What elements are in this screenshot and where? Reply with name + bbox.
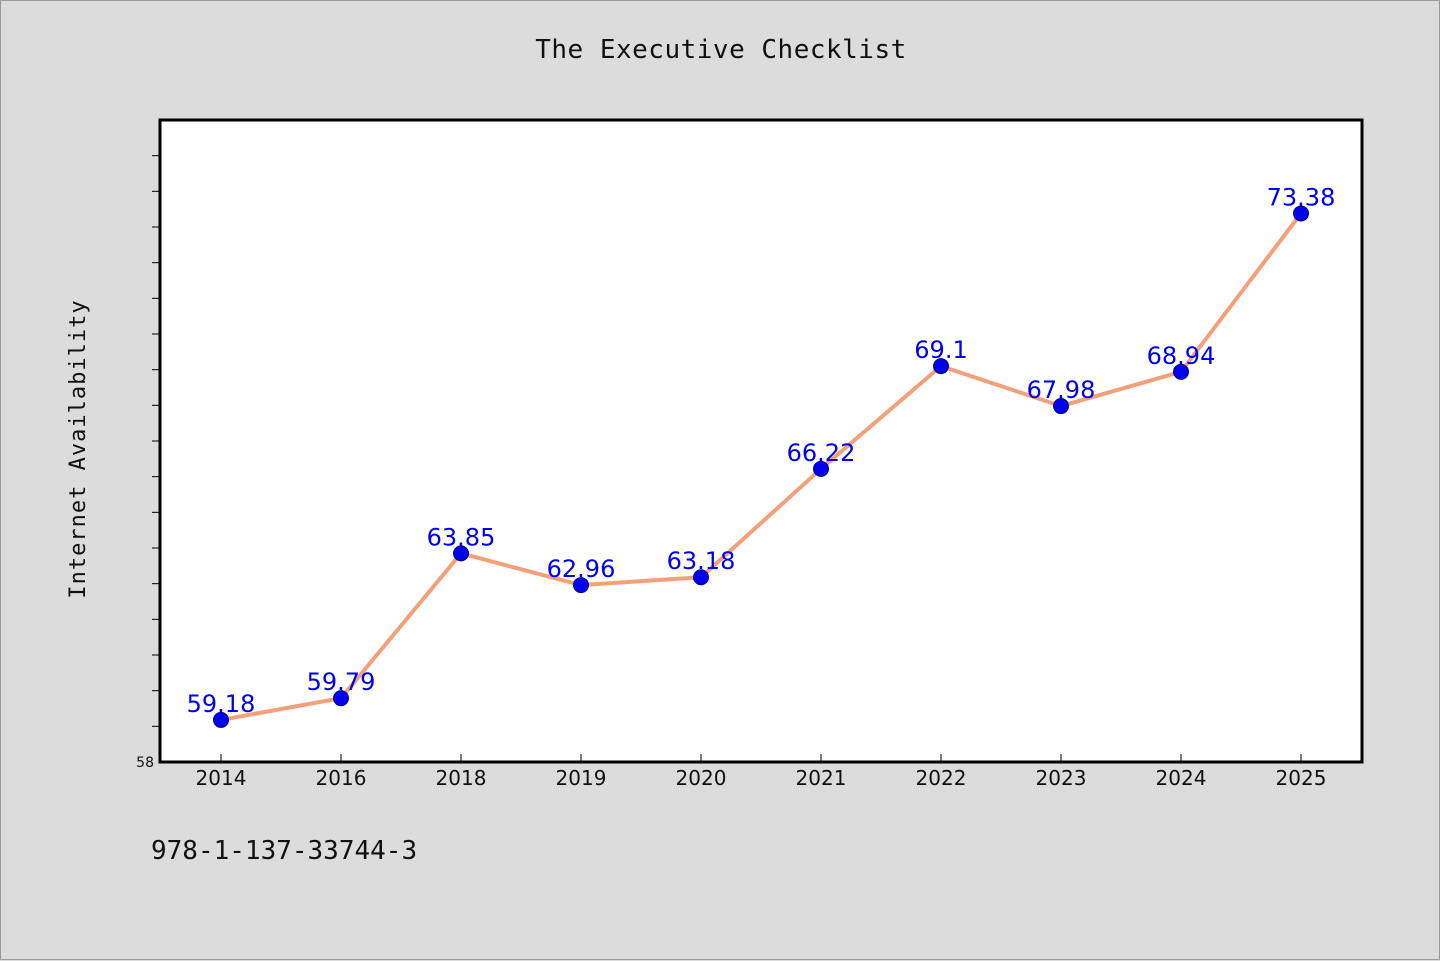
data-point (1173, 363, 1189, 380)
data-point (1053, 398, 1069, 415)
x-tick-label: 2016 (316, 766, 367, 790)
y-axis-ticks: 58 (136, 155, 160, 771)
data-label: 68.94 (1147, 342, 1216, 370)
data-label: 63.18 (667, 547, 736, 575)
chart-title: The Executive Checklist (535, 35, 907, 65)
x-tick-label: 2018 (436, 766, 487, 790)
data-label: 69.1 (914, 336, 967, 364)
data-point (693, 569, 709, 586)
data-point (573, 577, 589, 594)
data-label: 67.98 (1027, 376, 1096, 404)
data-label: 73.38 (1267, 183, 1336, 211)
data-point (333, 690, 349, 707)
y-tick-label: 58 (136, 755, 154, 771)
x-tick-label: 2023 (1036, 766, 1087, 790)
data-label: 59.79 (307, 668, 376, 696)
x-axis-ticks: 2014 2016 2018 2019 2020 2021 2022 2023 2024 2025 (196, 754, 1327, 790)
x-tick-label: 2020 (676, 766, 727, 790)
data-label: 63.85 (427, 523, 496, 551)
x-tick-label: 2019 (556, 766, 607, 790)
data-label: 62.96 (547, 555, 616, 583)
data-point (933, 358, 949, 375)
data-point (453, 545, 469, 562)
x-tick-label: 2014 (196, 766, 247, 790)
x-tick-label: 2024 (1156, 766, 1207, 790)
x-tick-label: 2025 (1276, 766, 1327, 790)
data-point (213, 711, 229, 728)
series-line (219, 211, 1303, 722)
plot-area (158, 118, 1364, 764)
x-tick-label: 2021 (796, 766, 847, 790)
isbn-text: 978-1-137-33744-3 (151, 836, 418, 866)
data-label: 66.22 (787, 439, 856, 467)
y-axis-label: Internet Availability (66, 299, 91, 598)
x-tick-label: 2022 (916, 766, 967, 790)
data-point (813, 460, 829, 477)
series-layer: 59.18 59.79 63.85 62.96 63.18 66.22 69.1 67.98 6… (187, 183, 1336, 728)
data-label: 59.18 (187, 690, 256, 718)
data-point (1293, 205, 1309, 222)
